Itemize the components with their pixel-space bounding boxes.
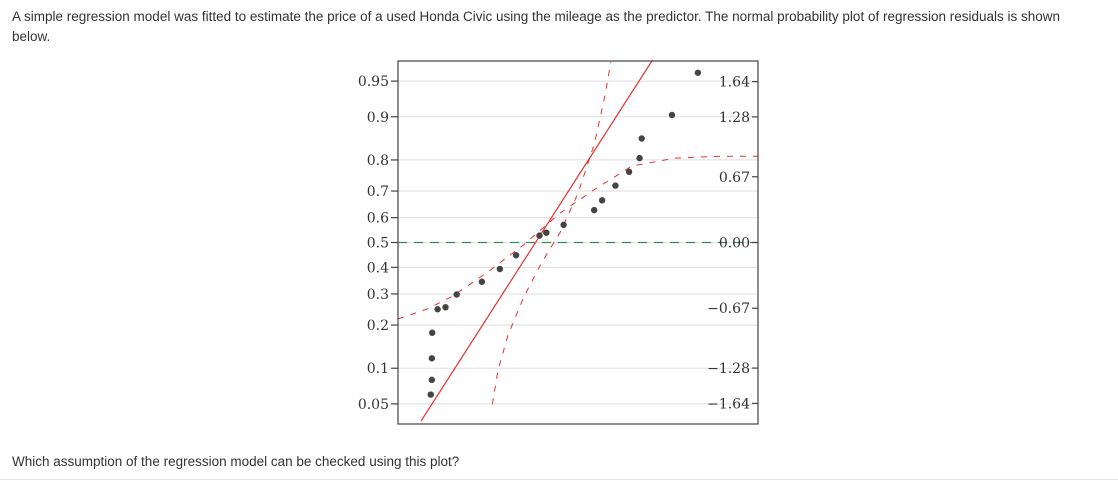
residual-point [442, 304, 449, 311]
right-axis-tick-label: 0.00 [719, 236, 750, 252]
residual-point [560, 221, 567, 229]
residual-point [694, 69, 702, 76]
residual-point [636, 154, 643, 162]
residual-point [512, 252, 520, 259]
fit-line [420, 59, 654, 422]
confidence-band-right [397, 155, 758, 320]
residual-points [427, 69, 702, 398]
left-axis-tick-label: 0.7 [367, 184, 389, 200]
right-axis-tick-label: 1.28 [719, 110, 750, 126]
residual-point [478, 278, 486, 285]
question-prompt: Which assumption of the regression model… [12, 454, 460, 469]
residual-point [496, 265, 504, 273]
left-axis-tick-label: 0.1 [367, 361, 389, 377]
confidence-band-left [491, 61, 612, 405]
right-axis-tick-label: −0.67 [707, 301, 750, 317]
right-axis-tick-label: −1.28 [707, 361, 750, 377]
left-axis-tick-label: 0.4 [367, 260, 389, 276]
right-axis-tick-label: 1.64 [719, 75, 750, 91]
fitted-line [420, 59, 654, 422]
right-axis-tick-label: −1.64 [707, 396, 750, 412]
grid-lines [398, 80, 758, 405]
confidence-bands [397, 61, 758, 405]
question-intro: A simple regression model was fitted to … [12, 9, 1061, 44]
left-axis-tick-label: 0.9 [367, 110, 389, 126]
bottom-divider [0, 479, 1118, 480]
left-axis-ticks: 0.95 0.9 0.8 0.7 0.6 0.5 0.4 0.3 0.2 0.1 0.05 [358, 74, 398, 413]
residual-point [543, 229, 550, 236]
residual-point [536, 232, 543, 239]
right-axis-ticks: 1.64 1.28 0.67 0.00 −0.67 −1.28 −1.64 [707, 75, 758, 412]
residual-point [434, 306, 441, 313]
residual-point [598, 197, 606, 204]
residual-point [428, 376, 436, 384]
residual-point [453, 291, 460, 298]
left-axis-tick-label: 0.2 [367, 318, 389, 334]
left-axis-tick-label: 0.8 [367, 153, 389, 169]
left-axis-tick-label: 0.5 [367, 236, 389, 252]
left-axis-tick-label: 0.05 [358, 397, 389, 413]
left-axis-tick-label: 0.3 [367, 287, 389, 303]
residual-point [625, 168, 633, 176]
left-axis-tick-label: 0.95 [358, 74, 389, 90]
residual-point [612, 182, 619, 189]
right-axis-tick-label: 0.67 [719, 170, 750, 186]
residual-point [638, 135, 645, 142]
residual-point [427, 391, 434, 398]
residual-point [429, 329, 436, 336]
residual-point [668, 111, 676, 119]
residual-point [428, 355, 436, 362]
residual-point [591, 206, 598, 214]
left-axis-tick-label: 0.6 [367, 211, 389, 227]
